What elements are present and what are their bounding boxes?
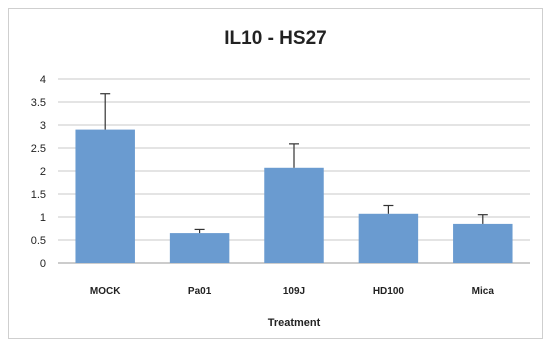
y-tick-label: 2 bbox=[40, 166, 46, 178]
y-tick-label: 0.5 bbox=[31, 235, 46, 247]
y-tick-label: 1.5 bbox=[31, 189, 46, 201]
bar-mica bbox=[453, 223, 513, 263]
x-tick-label: HD100 bbox=[373, 286, 405, 297]
bar-mock bbox=[75, 129, 135, 263]
x-tick-label: MOCK bbox=[90, 286, 121, 297]
chart-title: IL10 - HS27 bbox=[224, 28, 327, 49]
bar-pa01 bbox=[169, 233, 230, 263]
y-tick-labels: 0 0.5 1 1.5 2 2.5 3 3.5 4 bbox=[31, 74, 46, 270]
x-tick-label: Mica bbox=[472, 286, 495, 297]
y-tick-label: 0 bbox=[40, 258, 46, 270]
bars bbox=[75, 129, 513, 263]
y-tick-label: 1 bbox=[40, 212, 46, 224]
bar-109j bbox=[264, 167, 324, 263]
y-tick-label: 3.5 bbox=[31, 97, 46, 109]
x-tick-label: 109J bbox=[283, 286, 305, 297]
x-axis-label: Treatment bbox=[268, 317, 321, 329]
x-tick-labels: MOCK Pa01 109J HD100 Mica bbox=[90, 286, 494, 297]
error-bars bbox=[100, 93, 488, 234]
y-tick-label: 3 bbox=[40, 120, 46, 132]
x-tick-label: Pa01 bbox=[188, 286, 212, 297]
bar-hd100 bbox=[358, 213, 419, 263]
y-tick-label: 4 bbox=[40, 74, 46, 86]
y-tick-label: 2.5 bbox=[31, 143, 46, 155]
